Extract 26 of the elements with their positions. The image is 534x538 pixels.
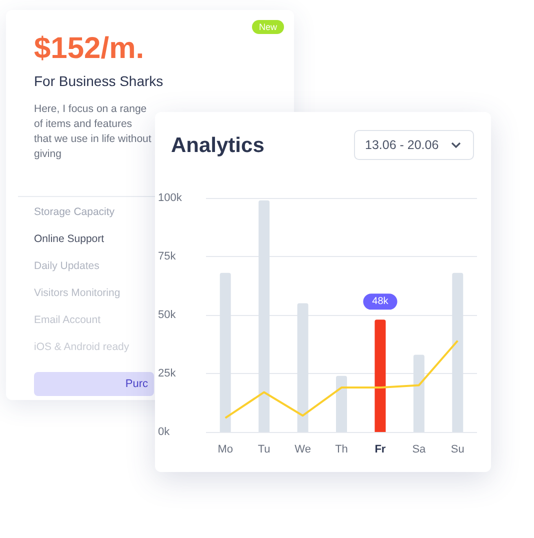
text: Daily Updates: [34, 260, 100, 272]
text: Here, I focus on a range of items and features that we use in life without giving: [34, 102, 152, 162]
text: Email Account: [34, 314, 101, 326]
data-label: 48k: [372, 296, 390, 308]
x-tick-label: Sa: [412, 444, 427, 456]
x-tick-label: Th: [335, 444, 348, 456]
x-tick-label: Fr: [374, 444, 386, 456]
x-tick-label: Mo: [218, 444, 233, 456]
text: New: [252, 20, 284, 34]
text: 13.06 - 20.06: [365, 138, 439, 152]
text: Online Support: [34, 233, 104, 245]
y-tick-label: 100k: [158, 192, 182, 204]
chart-title: Analytics: [171, 134, 264, 158]
text: Storage Capacity: [34, 206, 115, 218]
y-tick-label: 75k: [158, 250, 176, 262]
y-tick-label: 50k: [158, 309, 176, 321]
x-tick-label: Su: [450, 444, 464, 456]
y-tick-label: 25k: [158, 368, 176, 380]
x-tick-label: We: [294, 444, 311, 456]
text: For Business Sharks: [34, 73, 164, 89]
text: $152/m.: [34, 32, 144, 66]
text: Visitors Monitoring: [34, 287, 120, 299]
x-tick-label: Tu: [258, 444, 270, 456]
text: Purc: [34, 372, 154, 396]
y-tick-label: 0k: [158, 426, 170, 438]
text: iOS & Android ready: [34, 341, 130, 353]
